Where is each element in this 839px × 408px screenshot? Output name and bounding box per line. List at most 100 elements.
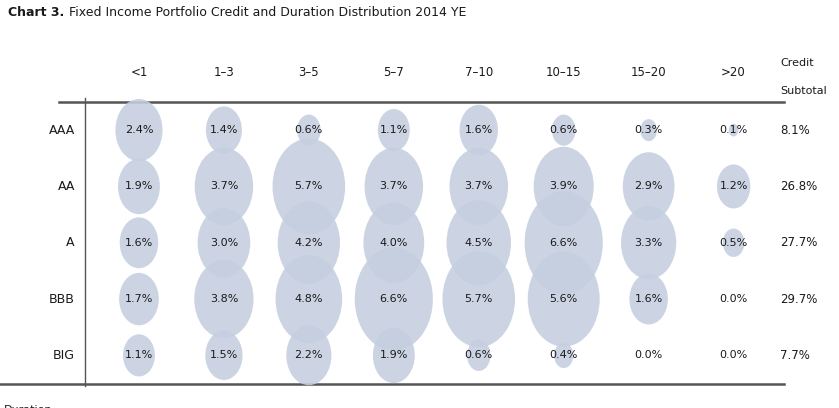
Text: 1.5%: 1.5%	[210, 350, 238, 360]
Text: <1: <1	[130, 67, 148, 79]
Text: 3.0%: 3.0%	[210, 238, 238, 248]
Ellipse shape	[378, 109, 409, 151]
Text: 1.9%: 1.9%	[125, 182, 154, 191]
Text: 26.8%: 26.8%	[780, 180, 817, 193]
Ellipse shape	[554, 343, 573, 368]
Text: 1.7%: 1.7%	[125, 294, 154, 304]
Text: BBB: BBB	[49, 293, 75, 306]
Ellipse shape	[278, 202, 340, 284]
Ellipse shape	[197, 208, 250, 277]
Text: 1.6%: 1.6%	[465, 125, 492, 135]
Ellipse shape	[717, 164, 750, 208]
Ellipse shape	[118, 159, 160, 214]
Text: 1.6%: 1.6%	[125, 238, 153, 248]
Text: 3.9%: 3.9%	[550, 182, 578, 191]
Text: 0.0%: 0.0%	[720, 294, 748, 304]
Text: 2.9%: 2.9%	[634, 182, 663, 191]
Text: 5.7%: 5.7%	[294, 182, 323, 191]
Ellipse shape	[534, 147, 594, 226]
Text: BIG: BIG	[53, 349, 75, 362]
Ellipse shape	[450, 148, 508, 225]
Ellipse shape	[116, 99, 163, 161]
Text: 3.3%: 3.3%	[634, 238, 663, 248]
Text: Fixed Income Portfolio Credit and Duration Distribution 2014 YE: Fixed Income Portfolio Credit and Durati…	[65, 6, 466, 19]
Text: 0.6%: 0.6%	[465, 350, 492, 360]
Text: 1.2%: 1.2%	[719, 182, 748, 191]
Text: 7–10: 7–10	[465, 67, 492, 79]
Text: 1–3: 1–3	[214, 67, 234, 79]
Text: 0.6%: 0.6%	[294, 125, 323, 135]
Ellipse shape	[552, 115, 576, 146]
Ellipse shape	[442, 251, 515, 347]
Text: Credit: Credit	[780, 58, 814, 68]
Text: 27.7%: 27.7%	[780, 236, 818, 249]
Text: Subtotal: Subtotal	[780, 86, 827, 96]
Text: 10–15: 10–15	[546, 67, 581, 79]
Ellipse shape	[275, 255, 342, 343]
Ellipse shape	[629, 274, 668, 324]
Text: AA: AA	[57, 180, 75, 193]
Ellipse shape	[460, 105, 498, 155]
Ellipse shape	[273, 138, 345, 235]
Ellipse shape	[365, 148, 423, 225]
Ellipse shape	[119, 273, 159, 325]
Text: A: A	[66, 236, 75, 249]
Text: 0.1%: 0.1%	[720, 125, 748, 135]
Text: 29.7%: 29.7%	[780, 293, 818, 306]
Ellipse shape	[621, 206, 676, 279]
Text: >20: >20	[722, 67, 746, 79]
Text: 3.7%: 3.7%	[379, 182, 408, 191]
Text: 6.6%: 6.6%	[380, 294, 408, 304]
Text: AAA: AAA	[49, 124, 75, 137]
Text: 4.2%: 4.2%	[294, 238, 323, 248]
Ellipse shape	[373, 328, 414, 383]
Text: 1.6%: 1.6%	[634, 294, 663, 304]
Ellipse shape	[120, 217, 159, 268]
Text: 5.6%: 5.6%	[550, 294, 578, 304]
Text: 6.6%: 6.6%	[550, 238, 578, 248]
Text: 0.5%: 0.5%	[720, 238, 748, 248]
Ellipse shape	[297, 115, 320, 146]
Ellipse shape	[640, 119, 657, 141]
Ellipse shape	[528, 251, 600, 347]
Ellipse shape	[524, 191, 602, 295]
Ellipse shape	[729, 124, 738, 137]
Ellipse shape	[195, 260, 253, 338]
Text: 5–7: 5–7	[383, 67, 404, 79]
Ellipse shape	[723, 228, 744, 257]
Text: 3.8%: 3.8%	[210, 294, 238, 304]
Ellipse shape	[363, 202, 425, 283]
Ellipse shape	[206, 331, 242, 380]
Text: 1.9%: 1.9%	[379, 350, 408, 360]
Text: 2.4%: 2.4%	[125, 125, 154, 135]
Text: 0.4%: 0.4%	[550, 350, 578, 360]
Text: 7.7%: 7.7%	[780, 349, 810, 362]
Text: 4.0%: 4.0%	[379, 238, 408, 248]
Text: 0.3%: 0.3%	[634, 125, 663, 135]
Text: 3–5: 3–5	[299, 67, 319, 79]
Text: 3.7%: 3.7%	[210, 182, 238, 191]
Ellipse shape	[623, 152, 675, 221]
Ellipse shape	[206, 106, 242, 154]
Ellipse shape	[355, 247, 433, 351]
Text: 0.0%: 0.0%	[634, 350, 663, 360]
Text: 1.4%: 1.4%	[210, 125, 238, 135]
Ellipse shape	[195, 148, 253, 225]
Text: Duration: Duration	[4, 405, 53, 408]
Text: 4.8%: 4.8%	[294, 294, 323, 304]
Text: 2.2%: 2.2%	[294, 350, 323, 360]
Ellipse shape	[467, 340, 491, 371]
Ellipse shape	[446, 200, 511, 286]
Text: 1.1%: 1.1%	[380, 125, 408, 135]
Ellipse shape	[123, 334, 155, 377]
Text: 3.7%: 3.7%	[465, 182, 493, 191]
Text: 4.5%: 4.5%	[465, 238, 493, 248]
Text: 1.1%: 1.1%	[125, 350, 153, 360]
Ellipse shape	[286, 326, 331, 385]
Text: 8.1%: 8.1%	[780, 124, 810, 137]
Text: 5.7%: 5.7%	[465, 294, 493, 304]
Text: 0.6%: 0.6%	[550, 125, 578, 135]
Text: 0.0%: 0.0%	[720, 350, 748, 360]
Text: 15–20: 15–20	[631, 67, 666, 79]
Text: Chart 3.: Chart 3.	[8, 6, 65, 19]
